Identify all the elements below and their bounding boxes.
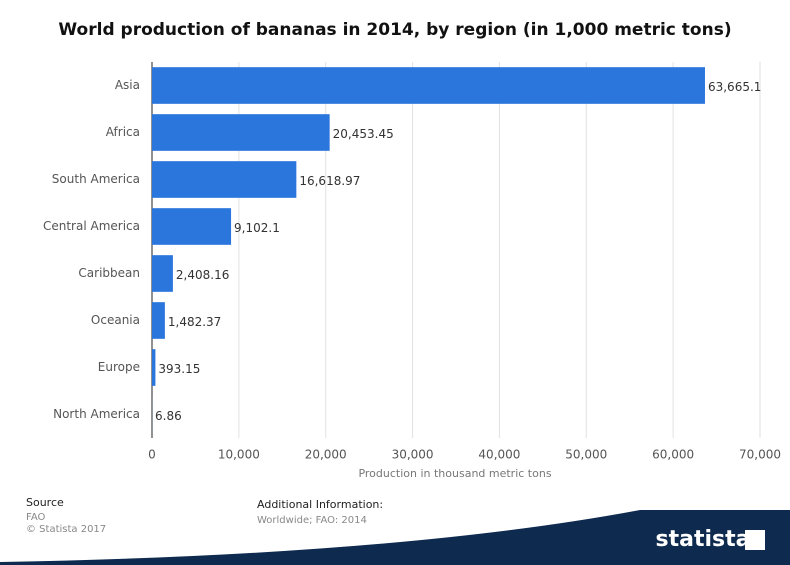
x-tick-label: 10,000	[218, 448, 260, 462]
source: FAO	[26, 512, 45, 523]
y-tick-label: Asia	[115, 78, 140, 92]
y-tick-label: Caribbean	[78, 266, 140, 280]
x-tick-label: 30,000	[392, 448, 434, 462]
bar	[152, 255, 173, 292]
bar	[152, 208, 232, 245]
chart-title: World production of bananas in 2014, by …	[58, 20, 731, 40]
data-label: 20,453.45	[333, 127, 394, 141]
data-label: 16,618.97	[299, 174, 360, 188]
y-tick-label: South America	[52, 172, 140, 186]
y-tick-label: North America	[53, 407, 140, 421]
data-label: 63,665.1	[708, 80, 761, 94]
bar	[152, 67, 705, 104]
x-tick-label: 20,000	[305, 448, 347, 462]
bar	[152, 302, 165, 339]
data-label: 6.86	[155, 409, 182, 423]
y-tick-label: Central America	[43, 219, 140, 233]
data-label: 393.15	[158, 362, 200, 376]
info: Worldwide; FAO: 2014	[257, 515, 367, 526]
brand-icon	[745, 530, 765, 550]
x-tick-label: 0	[148, 448, 156, 462]
info-heading: Additional Information:	[257, 498, 383, 511]
data-label: 9,102.1	[234, 221, 280, 235]
x-tick-label: 70,000	[739, 448, 781, 462]
copyright: © Statista 2017	[26, 524, 106, 535]
source-heading: Source	[26, 496, 64, 509]
y-tick-label: Oceania	[91, 313, 140, 327]
x-tick-label: 50,000	[565, 448, 607, 462]
bar	[152, 161, 297, 198]
y-tick-label: Europe	[98, 360, 140, 374]
data-label: 2,408.16	[176, 268, 229, 282]
y-tick-label: Africa	[106, 125, 140, 139]
bar	[152, 114, 330, 151]
x-tick-label: 40,000	[478, 448, 520, 462]
x-axis-label: Production in thousand metric tons	[358, 467, 551, 480]
data-label: 1,482.37	[168, 315, 221, 329]
bar	[152, 349, 156, 386]
x-tick-label: 60,000	[652, 448, 694, 462]
brand: statista	[656, 527, 751, 552]
footer-band	[0, 510, 790, 565]
